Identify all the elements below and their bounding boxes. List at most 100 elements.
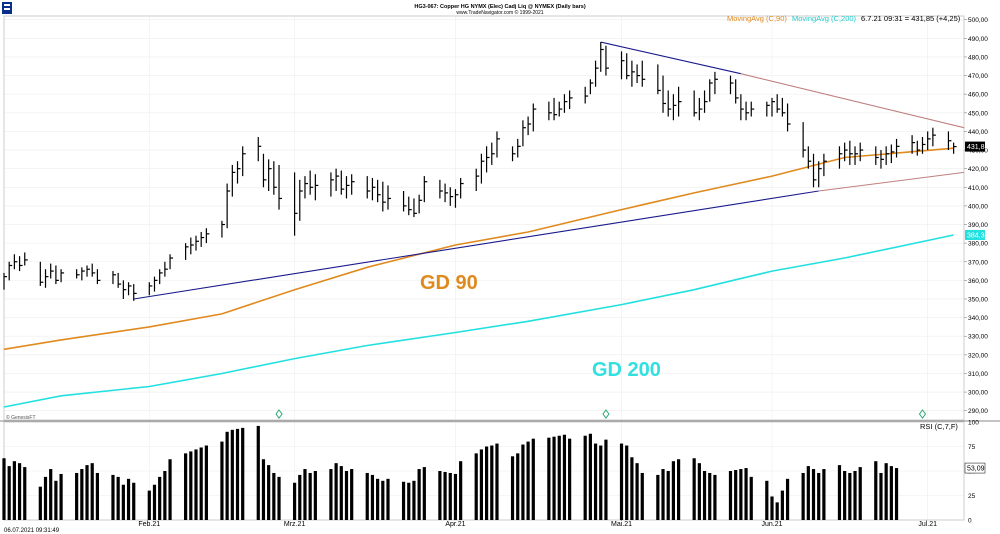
- rsi-bar: [126, 478, 131, 520]
- rsi-bar: [568, 438, 572, 520]
- price-bar: [122, 280, 127, 299]
- rsi-bar: [453, 473, 458, 520]
- trendlines-group: [133, 41, 965, 300]
- trendline-3: [740, 73, 965, 129]
- price-bar: [823, 153, 827, 177]
- price-tick-label: 440,00: [968, 129, 988, 136]
- price-bar: [242, 146, 246, 177]
- price-bar: [844, 142, 848, 162]
- price-tick-label: 320,00: [968, 352, 988, 359]
- rsi-bar: [54, 480, 58, 520]
- rsi-bar: [713, 474, 717, 520]
- price-bar: [589, 79, 594, 95]
- price-bar: [133, 284, 137, 301]
- price-bar: [667, 90, 672, 117]
- rsi-bar: [59, 473, 63, 520]
- rsi-bar: [80, 469, 84, 520]
- price-bar: [76, 269, 80, 279]
- price-tick-label: 330,00: [968, 334, 988, 341]
- price-bar: [387, 185, 391, 210]
- price-bar: [335, 168, 340, 192]
- rsi-bar: [811, 469, 816, 520]
- price-bar: [807, 146, 812, 169]
- rsi-bar: [230, 429, 234, 520]
- price-tick-label: 310,00: [968, 371, 988, 378]
- price-bar: [91, 263, 96, 277]
- price-tick-label: 390,00: [968, 222, 988, 229]
- rsi-bar: [132, 482, 136, 520]
- rsi-tag-text: 53,09: [967, 466, 985, 473]
- price-bar: [366, 176, 371, 199]
- x-tick-label: Feb.21: [138, 521, 160, 528]
- rsi-bar: [765, 480, 769, 520]
- rsi-tick-label: 0: [968, 518, 972, 525]
- price-tick-label: 360,00: [968, 278, 988, 285]
- rsi-bar: [780, 490, 784, 520]
- rsi-bar: [785, 478, 790, 520]
- ma90-line: [3, 147, 954, 351]
- price-bar: [569, 90, 573, 110]
- price-bars-group: [3, 42, 957, 301]
- rsi-bar: [619, 443, 624, 520]
- chart-title: HG3-067: Copper HG NYMX (Elec) Cadj Liq …: [414, 4, 585, 10]
- rsi-bar: [152, 484, 157, 520]
- price-bar: [377, 179, 381, 203]
- price-bar: [148, 282, 153, 296]
- price-tick-label: 450,00: [968, 110, 988, 117]
- price-bar: [117, 272, 122, 288]
- price-bar: [449, 187, 454, 206]
- x-tick-label: Mai.21: [611, 521, 632, 528]
- price-bar: [880, 150, 884, 169]
- ma90-group: [3, 147, 954, 351]
- price-bar: [745, 101, 750, 121]
- price-bar: [703, 90, 708, 113]
- price-tick-label: 460,00: [968, 92, 988, 99]
- timestamp: 06.07.2021 09:31:49: [4, 528, 60, 534]
- price-bar: [408, 196, 412, 216]
- rsi-bar: [344, 471, 349, 520]
- rsi-bar: [292, 482, 297, 520]
- price-tick-label: 480,00: [968, 54, 988, 61]
- rsi-bar: [49, 469, 53, 520]
- ma200-tag: 384,38: [965, 229, 989, 240]
- rsi-bar: [557, 435, 561, 520]
- rsi-bar: [479, 449, 484, 520]
- price-bar: [672, 94, 677, 121]
- rsi-bar: [697, 463, 701, 520]
- price-bar: [626, 53, 630, 80]
- price-bar: [729, 75, 734, 95]
- price-tick-label: 380,00: [968, 241, 988, 248]
- rsi-bar: [43, 476, 48, 520]
- price-bar: [340, 170, 345, 195]
- rsi-bar: [749, 476, 753, 520]
- rsi-bar: [111, 474, 115, 520]
- price-bar: [205, 228, 210, 244]
- rsi-bar: [204, 445, 208, 520]
- rsi-bar: [199, 447, 203, 520]
- rsi-bar: [775, 502, 779, 520]
- event-marker-icon: [602, 409, 610, 419]
- price-bar: [636, 64, 641, 84]
- x-axis: Feb.21 Mrz.21 Apr.21 Mai.21 Jun.21 Jul.21: [138, 521, 937, 528]
- price-bar: [351, 174, 355, 195]
- price-tick-label: 290,00: [968, 408, 988, 415]
- price-y-axis: 290,00 300,00 310,00 320,00 330,00 340,00 350,…: [964, 17, 988, 415]
- price-bar: [532, 103, 537, 132]
- rsi-bar: [370, 474, 375, 520]
- rsi-bar: [676, 459, 681, 520]
- chart-subtitle: www.TradeNavigator.com © 1999-2021: [456, 9, 543, 16]
- rsi-bar: [158, 476, 162, 520]
- rsi-bar: [7, 466, 11, 520]
- trendline-1: [133, 190, 819, 300]
- rsi-tick-label: 75: [968, 444, 976, 451]
- price-bar: [159, 269, 163, 285]
- price-bar: [932, 127, 936, 147]
- rsi-bar: [474, 453, 478, 520]
- price-tick-label: 350,00: [968, 296, 988, 303]
- watermark: © GenesisFT: [6, 414, 36, 421]
- rsi-bar: [640, 472, 644, 520]
- rsi-bar: [728, 471, 733, 520]
- rsi-bar: [702, 471, 707, 520]
- event-markers-group: [275, 409, 927, 419]
- rsi-bar: [329, 469, 333, 520]
